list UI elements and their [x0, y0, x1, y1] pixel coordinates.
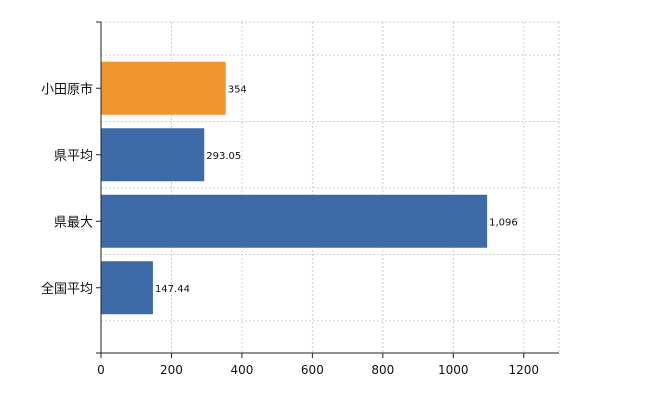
category-label: 県最大	[54, 215, 93, 230]
x-tick-label: 800	[371, 363, 394, 377]
labels: 0 200 400 600 800 1000 1200 小田原市 354 県平均 293.05 県最大…	[41, 81, 539, 377]
bar	[101, 61, 226, 115]
axes	[96, 21, 559, 358]
x-tick-label: 0	[97, 363, 105, 377]
category-label: 小田原市	[41, 81, 93, 97]
data-label: 147.44	[155, 284, 190, 295]
data-label: 354	[228, 84, 247, 95]
category-label: 全国平均	[41, 281, 93, 297]
bar	[101, 261, 153, 315]
bars	[101, 61, 488, 315]
x-tick-label: 1000	[438, 363, 469, 377]
data-label: 1,096	[489, 217, 518, 228]
x-tick-label: 200	[160, 363, 183, 377]
grid-lines	[101, 21, 560, 353]
x-tick-label: 1200	[508, 363, 539, 377]
bar	[101, 194, 488, 248]
bar	[101, 128, 205, 182]
data-label: 293.05	[206, 151, 241, 162]
category-label: 県平均	[54, 149, 93, 164]
x-tick-label: 400	[230, 363, 253, 377]
x-tick-label: 600	[301, 363, 324, 377]
